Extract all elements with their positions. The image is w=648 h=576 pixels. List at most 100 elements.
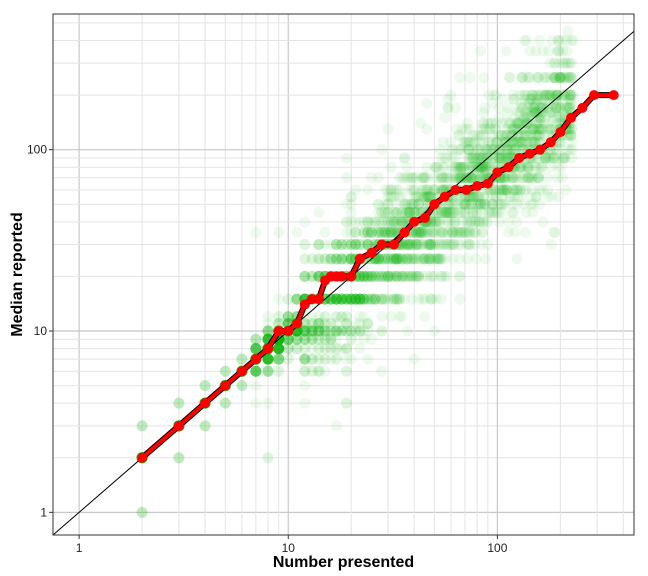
data-point [358, 333, 370, 345]
data-point [396, 216, 408, 228]
data-point [437, 161, 449, 173]
data-point [497, 184, 509, 196]
data-point [533, 129, 545, 141]
data-point [388, 191, 400, 203]
data-point [507, 93, 519, 105]
data-point [434, 216, 446, 228]
data-point [522, 161, 534, 173]
data-point [306, 333, 318, 345]
data-point [406, 253, 418, 265]
data-point [291, 343, 303, 355]
data-point [519, 93, 531, 105]
data-point [527, 136, 539, 148]
data-point [523, 97, 535, 109]
data-point [376, 293, 388, 305]
data-point [548, 97, 560, 109]
data-point [519, 112, 531, 124]
data-point [341, 293, 353, 305]
data-point [250, 365, 262, 377]
data-point [487, 198, 499, 210]
data-point [459, 207, 471, 219]
data-point [430, 216, 442, 228]
data-point [464, 172, 476, 184]
data-point [273, 353, 285, 365]
data-point [410, 270, 422, 282]
data-point [474, 161, 486, 173]
data-point [330, 343, 342, 355]
data-point [330, 325, 342, 337]
data-point [541, 72, 553, 84]
data-point [554, 72, 566, 84]
data-point [559, 57, 571, 69]
data-point [557, 107, 569, 119]
data-point [557, 152, 569, 164]
data-point [282, 353, 294, 365]
data-point [466, 152, 478, 164]
data-point [382, 216, 394, 228]
data-point [509, 136, 521, 148]
data-point [330, 420, 342, 432]
data-point [476, 129, 488, 141]
data-point [388, 184, 400, 196]
data-point [476, 161, 488, 173]
data-point [341, 311, 353, 323]
data-point [136, 420, 148, 432]
data-point [423, 238, 435, 250]
data-point [299, 333, 311, 345]
data-point [544, 89, 556, 101]
data-point [520, 117, 532, 129]
data-point [250, 343, 262, 355]
data-point [354, 216, 366, 228]
data-point [408, 226, 420, 238]
data-point [534, 184, 546, 196]
data-point [345, 333, 357, 345]
data-point [526, 184, 538, 196]
data-point [490, 89, 502, 101]
data-point [566, 89, 578, 101]
median-point [492, 167, 503, 178]
data-point [273, 343, 285, 355]
data-point [376, 293, 388, 305]
data-point [504, 117, 516, 129]
data-point [273, 343, 285, 355]
data-point [421, 184, 433, 196]
data-point [306, 325, 318, 337]
data-point [291, 333, 303, 345]
data-point [341, 293, 353, 305]
median-point [419, 212, 430, 223]
data-point [393, 172, 405, 184]
data-point [408, 353, 420, 365]
data-point [491, 136, 503, 148]
data-point [401, 238, 413, 250]
data-point [496, 152, 508, 164]
data-point [282, 333, 294, 345]
data-point [510, 129, 522, 141]
data-point [525, 102, 537, 114]
data-point [463, 123, 475, 135]
data-point [291, 293, 303, 305]
data-point [458, 161, 470, 173]
data-point [413, 191, 425, 203]
data-point [341, 238, 353, 250]
data-point [372, 226, 384, 238]
data-point [533, 172, 545, 184]
data-point [523, 172, 535, 184]
data-point [382, 270, 394, 282]
data-point [282, 343, 294, 355]
data-point [325, 253, 337, 265]
data-point [299, 365, 311, 377]
data-point [376, 311, 388, 323]
data-point [404, 184, 416, 196]
data-point [528, 102, 540, 114]
data-point [376, 365, 388, 377]
data-point [515, 161, 527, 173]
data-point [546, 89, 558, 101]
data-point [385, 311, 397, 323]
data-point [442, 207, 454, 219]
data-point [345, 333, 357, 345]
data-point [350, 226, 362, 238]
data-point [299, 333, 311, 345]
data-point [336, 253, 348, 265]
data-point [250, 333, 262, 345]
